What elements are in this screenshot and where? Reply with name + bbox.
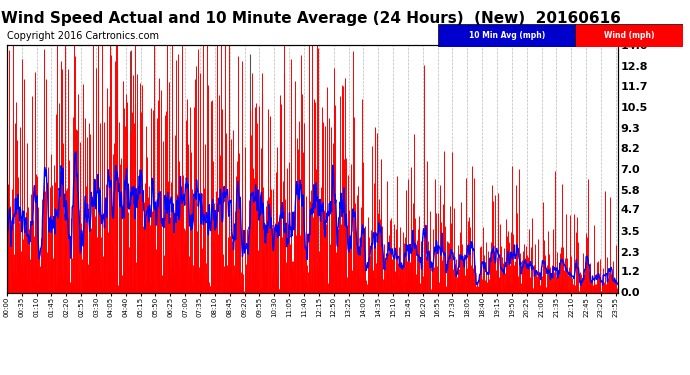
Text: Wind (mph): Wind (mph): [604, 31, 654, 40]
Bar: [575, 24, 683, 47]
Text: Copyright 2016 Cartronics.com: Copyright 2016 Cartronics.com: [7, 32, 159, 41]
Text: 10 Min Avg (mph): 10 Min Avg (mph): [469, 31, 545, 40]
Bar: [438, 24, 575, 47]
Text: Wind Speed Actual and 10 Minute Average (24 Hours)  (New)  20160616: Wind Speed Actual and 10 Minute Average …: [1, 11, 620, 26]
